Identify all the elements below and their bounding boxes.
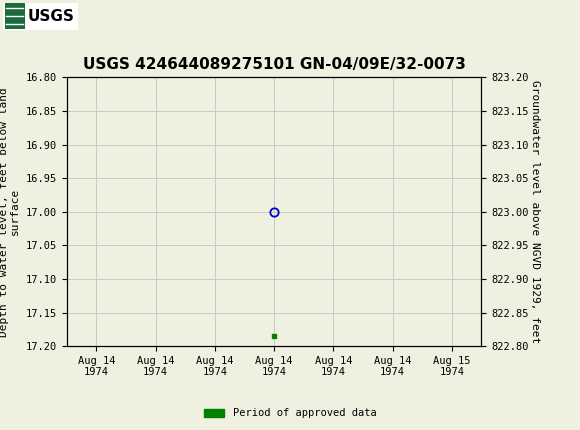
Legend: Period of approved data: Period of approved data	[200, 404, 380, 423]
Y-axis label: Depth to water level, feet below land
surface: Depth to water level, feet below land su…	[0, 87, 20, 337]
Y-axis label: Groundwater level above NGVD 1929, feet: Groundwater level above NGVD 1929, feet	[530, 80, 540, 344]
FancyBboxPatch shape	[5, 3, 25, 29]
FancyBboxPatch shape	[3, 3, 78, 30]
Title: USGS 424644089275101 GN-04/09E/32-0073: USGS 424644089275101 GN-04/09E/32-0073	[82, 57, 466, 72]
Text: USGS: USGS	[28, 9, 75, 24]
